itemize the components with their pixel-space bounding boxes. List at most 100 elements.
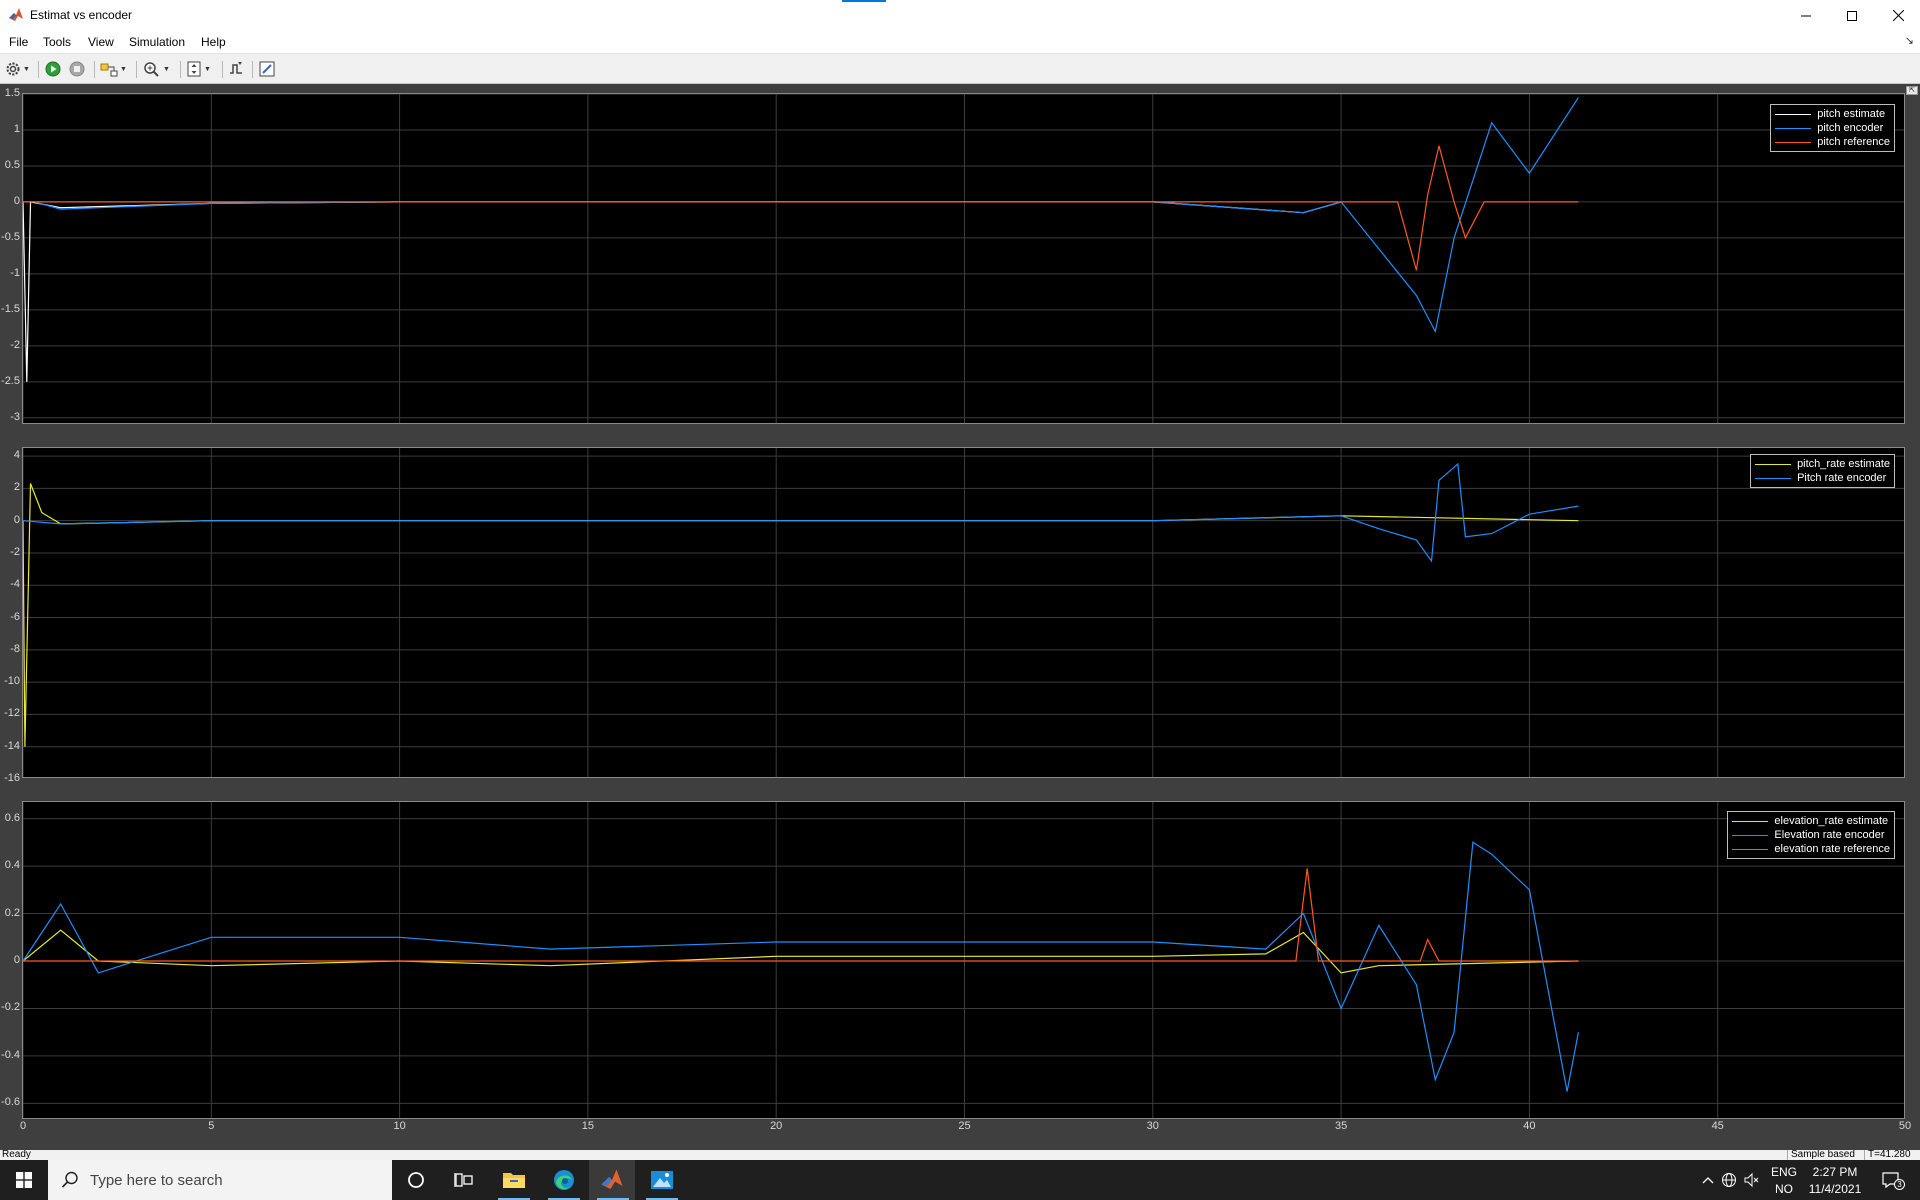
stop-icon — [69, 61, 85, 77]
menu-view[interactable]: View — [88, 35, 114, 49]
close-button[interactable] — [1875, 0, 1920, 31]
menu-help[interactable]: Help — [201, 35, 226, 49]
network-button[interactable] — [1720, 1170, 1738, 1190]
edge-button[interactable] — [540, 1160, 588, 1200]
y-tick-label: 1 — [13, 122, 20, 135]
start-button[interactable] — [0, 1160, 48, 1200]
x-tick-label: 20 — [770, 1120, 783, 1132]
toolbar-separator — [252, 61, 253, 78]
language-indicator-bottom[interactable]: NO — [1775, 1182, 1793, 1196]
show-hidden-icons-button[interactable] — [1700, 1170, 1716, 1190]
minimize-icon — [1801, 15, 1811, 16]
title-bar: Estimat vs encoder — [0, 0, 1920, 31]
volume-button[interactable] — [1743, 1170, 1761, 1190]
language-indicator-top[interactable]: ENG — [1770, 1165, 1797, 1179]
x-tick-label: 45 — [1711, 1120, 1724, 1132]
x-tick-label: 30 — [1146, 1120, 1159, 1132]
clock-time[interactable]: 2:27 PM — [1812, 1165, 1858, 1179]
task-view-button[interactable] — [440, 1160, 488, 1200]
series-line-pitch-encoder — [23, 97, 1579, 334]
legend-label: pitch reference — [1817, 136, 1890, 148]
settings-button[interactable]: ▼ — [5, 59, 30, 79]
legend-pitch[interactable]: pitch estimate pitch encoder pitch refer… — [1770, 104, 1895, 152]
task-view-icon — [454, 1173, 473, 1187]
axes-pitch[interactable]: pitch estimate pitch encoder pitch refer… — [22, 93, 1905, 424]
legend-label: pitch encoder — [1817, 122, 1884, 134]
autoscale-icon — [187, 61, 201, 77]
status-bar: Ready Sample based T=41.280 — [0, 1150, 1920, 1160]
y-tick-label: 0 — [13, 954, 20, 966]
legend-entry: pitch reference — [1775, 135, 1890, 149]
axes-elevation-rate[interactable]: elevation_rate estimate Elevation rate e… — [22, 801, 1905, 1119]
zoom-button[interactable]: ▼ — [143, 59, 170, 79]
legend-entry: pitch encoder — [1775, 121, 1890, 135]
y-tick-label: -14 — [4, 739, 20, 752]
style-icon — [259, 61, 275, 77]
taskbar-search-box[interactable]: Type here to search — [48, 1160, 392, 1200]
matlab-taskbar-button[interactable] — [589, 1160, 635, 1200]
clock-date[interactable]: 11/4/2021 — [1808, 1182, 1862, 1196]
menu-file[interactable]: File — [9, 35, 29, 49]
legend-entry: pitch_rate estimate — [1755, 457, 1890, 471]
y-tick-label: 1.5 — [4, 87, 20, 99]
file-explorer-button[interactable] — [490, 1160, 538, 1200]
notification-count-badge: 3 — [1894, 1179, 1905, 1190]
notification-center-button[interactable]: 3 — [1876, 1170, 1906, 1190]
x-tick-label: 10 — [393, 1120, 406, 1132]
legend-swatch — [1775, 113, 1812, 115]
legend-entry: pitch estimate — [1775, 107, 1890, 121]
legend-entry: Pitch rate encoder — [1755, 471, 1890, 485]
photos-icon — [651, 1171, 673, 1189]
maximize-button[interactable] — [1829, 0, 1875, 31]
menu-tools[interactable]: Tools — [43, 35, 72, 49]
autoscale-button[interactable]: ▼ — [186, 59, 211, 79]
y-tick-label: -1.5 — [1, 302, 20, 315]
stop-button[interactable] — [69, 59, 85, 79]
taskbar: Type here to search — [0, 1160, 1920, 1200]
cortana-button[interactable] — [392, 1160, 440, 1200]
triggers-button[interactable] — [228, 59, 244, 79]
settings-gear-icon — [6, 62, 20, 76]
zoom-icon — [144, 62, 159, 77]
y-tick-label: -0.6 — [1, 1096, 20, 1109]
chevron-up-icon — [1702, 1177, 1714, 1184]
menu-bar: File Tools View Simulation Help ↘ — [0, 31, 1920, 53]
x-tick-label: 15 — [581, 1120, 595, 1132]
plot-svg-elevation-rate — [23, 802, 1904, 1118]
y-tick-label: 0.4 — [4, 859, 20, 872]
y-tick-label: -0.2 — [1, 1001, 20, 1014]
run-button[interactable] — [45, 59, 61, 79]
running-indicator — [498, 1198, 530, 1200]
resize-handle-icon[interactable]: ⇱ — [1906, 86, 1918, 95]
y-tick-label: -1 — [10, 266, 20, 279]
series-line-pitch-rate-encoder — [23, 462, 1579, 563]
y-tick-label: 0.6 — [4, 811, 20, 824]
series-line-elevation-rate-estimate — [23, 929, 1579, 974]
style-button[interactable] — [259, 59, 275, 79]
highlight-block-button[interactable]: ▼ — [100, 59, 127, 79]
y-tick-label: -4 — [10, 578, 20, 591]
legend-elevation-rate[interactable]: elevation_rate estimate Elevation rate e… — [1727, 811, 1895, 859]
y-tick-label: -0.5 — [1, 230, 20, 243]
volume-muted-icon — [1744, 1172, 1759, 1188]
y-tick-label: 0.2 — [4, 906, 20, 919]
y-tick-label: -12 — [4, 707, 20, 720]
chevron-down-icon: ▼ — [163, 65, 170, 73]
undock-pin-icon[interactable]: ↘ — [1904, 35, 1914, 47]
photos-button[interactable] — [638, 1160, 686, 1200]
legend-label: elevation_rate estimate — [1774, 815, 1889, 827]
legend-label: Elevation rate encoder — [1774, 829, 1885, 841]
running-indicator — [646, 1198, 678, 1200]
axes-pitch-rate[interactable]: pitch_rate estimate Pitch rate encoder — [22, 447, 1905, 778]
minimize-button[interactable] — [1783, 0, 1829, 31]
status-text: Ready — [2, 1150, 31, 1160]
window-title: Estimat vs encoder — [30, 8, 133, 22]
chevron-down-icon: ▼ — [120, 65, 127, 73]
x-tick-label: 5 — [208, 1120, 215, 1132]
y-tick-label: 0 — [13, 194, 20, 207]
menu-simulation[interactable]: Simulation — [129, 35, 186, 49]
toolbar-separator — [94, 61, 95, 78]
legend-pitch-rate[interactable]: pitch_rate estimate Pitch rate encoder — [1750, 454, 1895, 488]
legend-entry: elevation rate reference — [1732, 842, 1890, 856]
